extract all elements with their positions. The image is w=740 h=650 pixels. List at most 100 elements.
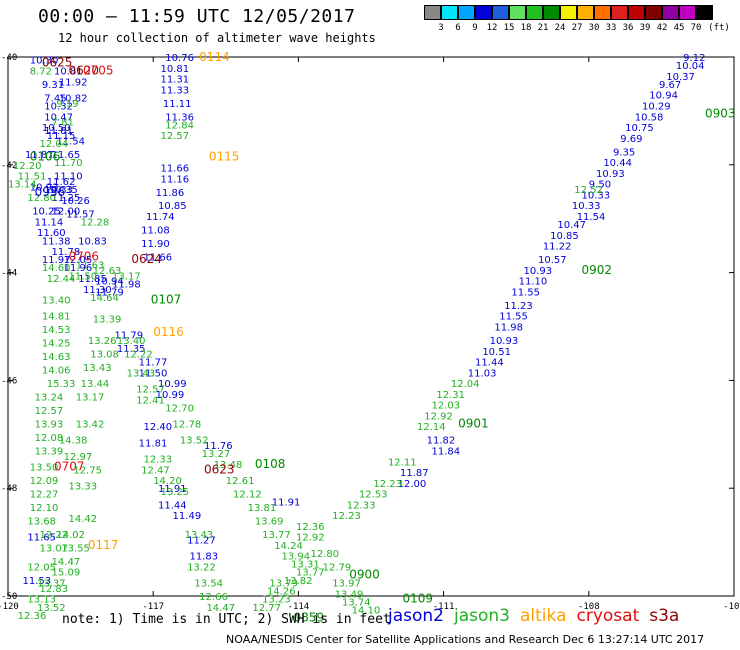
data-point-jason2: 10.93: [596, 169, 625, 180]
data-point-jason2: 11.10: [519, 277, 548, 288]
time-label: 0115: [209, 150, 240, 164]
data-point-jason2: 11.16: [160, 174, 189, 185]
data-point-jason2: 10.44: [603, 158, 632, 169]
colorbar-label: 39: [639, 23, 651, 33]
data-point-jason3: 12.80: [311, 549, 340, 560]
data-point-jason3: 12.22: [39, 530, 68, 541]
data-point-jason3: 12.08: [35, 433, 64, 444]
page-subtitle: 12 hour collection of altimeter wave hei…: [58, 31, 376, 45]
data-point-jason3: 12.75: [73, 465, 102, 476]
data-point-jason3: 12.78: [173, 420, 202, 431]
data-point-jason3: 12.44: [47, 274, 76, 285]
data-point-jason2: 11.74: [146, 212, 175, 223]
data-point-jason3: 12.33: [347, 500, 376, 511]
data-point-jason2: 11.25: [52, 193, 81, 204]
data-point-jason3: 11.63: [76, 261, 105, 272]
data-point-jason2: 12.00: [398, 479, 427, 490]
colorbar-swatch: [628, 5, 645, 20]
data-point-jason3: 13.31: [291, 560, 320, 571]
data-point-jason2: 11.54: [56, 137, 85, 148]
data-point-jason3: 14.64: [90, 293, 119, 304]
data-point-jason2: 11.15: [47, 131, 76, 142]
data-point-jason3: 15.33: [47, 379, 76, 390]
data-point-jason2: 10.81: [160, 64, 189, 75]
time-label: 0706: [69, 249, 100, 263]
data-point-jason2: 11.10: [54, 172, 83, 183]
data-point-jason3: 13.24: [35, 393, 64, 404]
data-point-jason2: 11.44: [158, 500, 187, 511]
data-point-jason2: 10.94: [95, 277, 124, 288]
data-point-jason3: 13.17: [76, 393, 105, 404]
data-point-jason2: 11.57: [66, 209, 95, 220]
data-point-jason3: 12.27: [30, 490, 59, 501]
data-point-jason2: 10.82: [59, 93, 88, 104]
data-point-jason3: 13.43: [83, 363, 112, 374]
data-point-jason3: 8.72: [30, 66, 52, 77]
data-point-jason2: 9.12: [683, 53, 705, 64]
data-point-jason3: 14.25: [42, 339, 71, 350]
legend-altika: altika: [520, 606, 567, 626]
data-point-jason3: 12.66: [199, 592, 228, 603]
data-point-jason3: 13.27: [202, 449, 231, 460]
data-point-jason2: 11.87: [25, 150, 54, 161]
data-point-jason3: 13.93: [35, 420, 64, 431]
data-point-jason2: 11.98: [494, 323, 523, 334]
data-point-jason2: 10.47: [557, 220, 586, 231]
data-point-jason3: 13.08: [90, 349, 119, 360]
data-point-jason3: 15.09: [52, 568, 81, 579]
colorbar-swatch: [509, 5, 526, 20]
data-point-jason2: 10.30: [30, 56, 59, 67]
colorbar-label: 9: [472, 23, 478, 33]
data-point-jason2: 10.57: [538, 255, 567, 266]
data-point-jason3: 12.23: [332, 511, 361, 522]
data-point-jason3: 13.37: [37, 579, 66, 590]
data-point-jason2: 11.22: [543, 242, 572, 253]
data-point-jason3: 12.57: [160, 131, 189, 142]
data-point-jason3: 13.55: [61, 543, 90, 554]
data-point-jason2: 11.81: [139, 438, 168, 449]
data-point-jason2: 10.85: [158, 201, 187, 212]
data-point-jason3: 13.68: [27, 517, 56, 528]
data-point-jason3: 13.43: [185, 530, 214, 541]
data-point-jason2: 10.76: [165, 53, 194, 64]
data-point-jason3: 13.39: [93, 314, 122, 325]
data-point-jason3: 13.17: [112, 271, 141, 282]
data-point-jason3: 12.83: [39, 584, 68, 595]
colorbar-label: 27: [571, 23, 583, 33]
data-point-jason2: 11.79: [114, 331, 143, 342]
data-point-jason3: 13.44: [81, 379, 110, 390]
data-point-jason2: 7.45: [44, 93, 66, 104]
data-point-jason3: 12.10: [30, 503, 59, 514]
time-label: 0900: [349, 567, 380, 581]
y-tick-label: -46: [1, 376, 17, 386]
data-point-jason3: 14.26: [267, 587, 296, 598]
data-point-jason3: 12.77: [252, 603, 281, 614]
data-point-jason2: 11.91: [272, 498, 301, 509]
data-point-jason2: 10.83: [78, 236, 107, 247]
data-point-jason2: 10.58: [635, 112, 664, 123]
colorbar-swatch: [492, 5, 509, 20]
data-point-jason2: 10.37: [666, 72, 695, 83]
data-point-jason3: 13.81: [248, 503, 277, 514]
data-point-jason3: 12.33: [144, 455, 173, 466]
data-point-jason2: 11.91: [158, 484, 187, 495]
data-point-jason3: 12.70: [165, 403, 194, 414]
data-point-jason2: 10.35: [49, 185, 78, 196]
data-point-jason2: 11.83: [190, 552, 219, 563]
data-point-jason2: 11.27: [187, 535, 216, 546]
data-point-jason3: 14.38: [59, 436, 88, 447]
data-point-jason3: 14.81: [42, 312, 71, 323]
data-point-jason3: 12.61: [226, 476, 255, 487]
data-point-jason2: 11.03: [468, 368, 497, 379]
data-point-jason3: 12.57: [35, 406, 64, 417]
data-point-jason3: 13.26: [88, 336, 117, 347]
colorbar-label: 36: [622, 23, 634, 33]
data-point-jason2: 11.23: [504, 301, 533, 312]
colorbar-swatch: [560, 5, 577, 20]
data-point-jason3: 14.02: [56, 530, 85, 541]
colorbar-swatch: [526, 5, 543, 20]
colorbar-swatch: [475, 5, 492, 20]
colorbar-label: 42: [656, 23, 668, 33]
data-point-jason3: 13.42: [76, 420, 105, 431]
data-point-jason3: 7.81: [52, 118, 74, 129]
